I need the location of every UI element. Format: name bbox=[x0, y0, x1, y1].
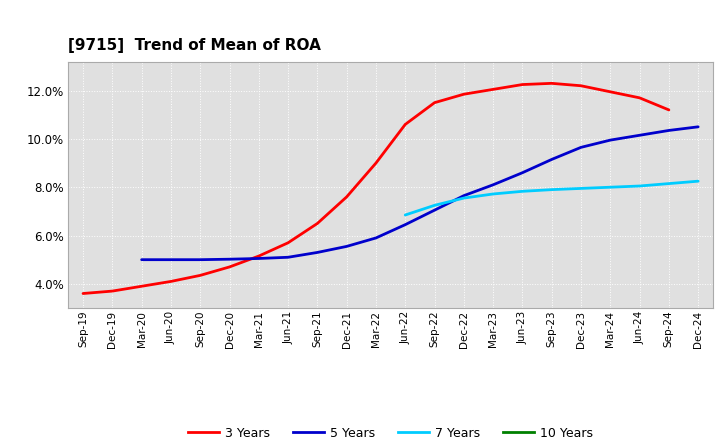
3 Years bbox=[138, 284, 146, 289]
5 Years bbox=[665, 128, 673, 133]
5 Years bbox=[254, 256, 263, 261]
Line: 7 Years: 7 Years bbox=[405, 181, 698, 215]
7 Years bbox=[665, 181, 673, 186]
7 Years bbox=[431, 203, 439, 208]
5 Years bbox=[196, 257, 204, 262]
3 Years bbox=[313, 221, 322, 226]
5 Years bbox=[138, 257, 146, 262]
3 Years bbox=[254, 253, 263, 259]
Line: 3 Years: 3 Years bbox=[83, 83, 669, 293]
3 Years bbox=[431, 100, 439, 105]
3 Years bbox=[518, 82, 527, 87]
3 Years bbox=[196, 273, 204, 278]
3 Years bbox=[225, 264, 234, 270]
Legend: 3 Years, 5 Years, 7 Years, 10 Years: 3 Years, 5 Years, 7 Years, 10 Years bbox=[183, 422, 598, 440]
3 Years bbox=[342, 194, 351, 199]
5 Years bbox=[342, 244, 351, 249]
3 Years bbox=[665, 107, 673, 113]
3 Years bbox=[577, 83, 585, 88]
5 Years bbox=[431, 208, 439, 213]
3 Years bbox=[635, 95, 644, 100]
5 Years bbox=[372, 235, 380, 241]
7 Years bbox=[489, 191, 498, 197]
7 Years bbox=[577, 186, 585, 191]
7 Years bbox=[401, 213, 410, 218]
3 Years bbox=[166, 279, 175, 284]
3 Years bbox=[284, 240, 292, 246]
5 Years bbox=[166, 257, 175, 262]
5 Years bbox=[313, 250, 322, 255]
3 Years bbox=[489, 87, 498, 92]
5 Years bbox=[518, 170, 527, 176]
7 Years bbox=[606, 184, 615, 190]
5 Years bbox=[577, 145, 585, 150]
7 Years bbox=[694, 179, 703, 184]
5 Years bbox=[225, 257, 234, 262]
5 Years bbox=[489, 182, 498, 187]
3 Years bbox=[401, 122, 410, 127]
5 Years bbox=[606, 137, 615, 143]
5 Years bbox=[547, 157, 556, 162]
Text: [9715]  Trend of Mean of ROA: [9715] Trend of Mean of ROA bbox=[68, 38, 321, 54]
3 Years bbox=[459, 92, 468, 97]
5 Years bbox=[284, 255, 292, 260]
Line: 5 Years: 5 Years bbox=[142, 127, 698, 260]
5 Years bbox=[459, 193, 468, 198]
5 Years bbox=[635, 132, 644, 138]
7 Years bbox=[459, 195, 468, 201]
7 Years bbox=[518, 189, 527, 194]
5 Years bbox=[401, 222, 410, 227]
3 Years bbox=[606, 89, 615, 95]
3 Years bbox=[372, 161, 380, 166]
7 Years bbox=[547, 187, 556, 192]
3 Years bbox=[108, 289, 117, 294]
3 Years bbox=[78, 291, 87, 296]
5 Years bbox=[694, 124, 703, 129]
7 Years bbox=[635, 183, 644, 189]
3 Years bbox=[547, 81, 556, 86]
